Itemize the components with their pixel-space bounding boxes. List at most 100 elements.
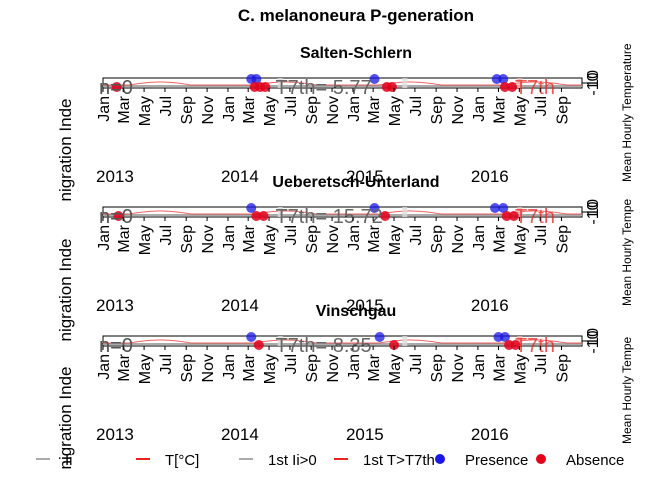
year-label: 2015 xyxy=(346,167,384,186)
x-tick-label: Sep xyxy=(554,96,571,125)
presence-point xyxy=(369,74,380,84)
presence-point xyxy=(374,332,385,342)
x-tick-label: May xyxy=(137,225,154,255)
x-tick-label: Jan xyxy=(346,354,363,380)
year-label: 2016 xyxy=(471,425,509,444)
presence-point xyxy=(499,332,510,342)
x-tick-label: May xyxy=(387,96,404,126)
legend-label: 1st T>T7th xyxy=(363,452,435,469)
x-tick-label: Mar xyxy=(241,95,258,123)
right-tick-label: -10 xyxy=(585,72,602,95)
x-tick-label: Jan xyxy=(346,96,363,122)
right-tick-label: 10 xyxy=(585,70,602,88)
absence-point xyxy=(258,211,269,221)
panel-title: Salten-Schlern xyxy=(300,45,412,62)
x-tick-label: Jan xyxy=(346,225,363,251)
legend-point-swatch xyxy=(435,454,445,464)
x-tick-label: Sep xyxy=(429,225,446,254)
legend-item: Ii xyxy=(36,452,73,469)
right-tick-label: -10 xyxy=(585,330,602,353)
x-tick-label: Mar xyxy=(116,224,133,252)
x-tick-label: May xyxy=(262,96,279,126)
x-tick-label: Mar xyxy=(116,353,133,381)
x-tick-label: Sep xyxy=(429,96,446,125)
x-tick-label: Jul xyxy=(533,96,550,116)
absence-point xyxy=(499,82,510,92)
legend: Ii T[°C] 1st Ii>0 1st T>T7th Presence Absence xyxy=(36,452,624,469)
legend-item: T[°C] xyxy=(136,452,199,469)
x-tick-label: Nov xyxy=(450,354,467,382)
legend-item: 1st Ii>0 xyxy=(239,452,317,469)
x-tick-label: Jan xyxy=(471,354,488,380)
panel-title: Ueberetsch-Unterland xyxy=(272,174,439,191)
annotation-n: n=0 xyxy=(99,335,133,357)
year-label: 2016 xyxy=(471,167,509,186)
x-tick-label: Mar xyxy=(116,95,133,123)
presence-point xyxy=(498,203,509,213)
x-tick-label: May xyxy=(262,354,279,384)
presence-point xyxy=(369,203,380,213)
x-tick-label: Sep xyxy=(304,96,321,125)
right-axis-title-3: Mean Hourly Tempe xyxy=(620,337,634,444)
absence-point xyxy=(111,82,122,92)
x-tick-label: Nov xyxy=(450,96,467,124)
x-tick-label: Nov xyxy=(200,354,217,382)
absence-point xyxy=(389,340,400,350)
absence-point xyxy=(113,211,124,221)
left-axis-title-2: nigration Inde xyxy=(56,238,75,341)
absence-point xyxy=(510,340,521,350)
x-tick-label: Jul xyxy=(283,96,300,116)
year-label: 2014 xyxy=(221,425,259,444)
right-tick-label: -10 xyxy=(585,201,602,224)
x-tick-label: May xyxy=(512,225,529,255)
x-tick-label: Sep xyxy=(304,354,321,383)
chart-title: C. melanoneura P-generation xyxy=(238,6,474,25)
legend-label: Absence xyxy=(566,452,624,469)
x-tick-label: Mar xyxy=(491,353,508,381)
x-tick-label: Jan xyxy=(96,96,113,122)
x-tick-label: Jul xyxy=(158,225,175,245)
annotation-t7th: T7th= 5.77 xyxy=(275,77,371,99)
x-tick-label: Jul xyxy=(408,225,425,245)
x-tick-label: May xyxy=(137,96,154,126)
legend-item: Absence xyxy=(536,452,624,469)
x-tick-label: Sep xyxy=(179,225,196,254)
x-tick-label: Sep xyxy=(179,354,196,383)
x-tick-label: May xyxy=(137,354,154,384)
x-tick-label: Mar xyxy=(366,224,383,252)
right-axis-title-1: Mean Hourly Temperature xyxy=(620,43,634,182)
annotation-t7th-right: T7th xyxy=(515,206,555,228)
x-tick-label: Mar xyxy=(491,95,508,123)
legend-label: Ii xyxy=(65,452,73,469)
x-tick-label: Nov xyxy=(450,225,467,253)
x-tick-label: Jul xyxy=(533,225,550,245)
annotation-n: n=0 xyxy=(99,77,133,99)
year-label: 2014 xyxy=(221,167,259,186)
left-axis-title-1: nigration Inde xyxy=(56,98,75,201)
presence-point xyxy=(246,332,257,342)
annotation-n: n=0 xyxy=(99,206,133,228)
year-label: 2015 xyxy=(346,296,384,315)
x-tick-label: Mar xyxy=(366,95,383,123)
x-tick-label: Jan xyxy=(221,96,238,122)
x-tick-label: May xyxy=(512,96,529,126)
x-tick-label: Mar xyxy=(241,224,258,252)
x-tick-label: Sep xyxy=(554,354,571,383)
absence-point xyxy=(501,211,512,221)
legend-point-swatch xyxy=(536,454,546,464)
x-tick-label: Sep xyxy=(179,96,196,125)
panel-title: Vinschgau xyxy=(316,303,397,320)
x-tick-label: Jul xyxy=(408,354,425,374)
x-tick-label: Nov xyxy=(325,354,342,382)
annotation-t7th-right: T7th xyxy=(515,335,555,357)
x-tick-label: Mar xyxy=(241,353,258,381)
right-tick-label: 10 xyxy=(585,199,602,217)
x-tick-label: Mar xyxy=(366,353,383,381)
annotation-t7th-right: T7th xyxy=(515,77,555,99)
right-tick-label: 10 xyxy=(585,328,602,346)
year-label: 2016 xyxy=(471,296,509,315)
x-tick-label: Jul xyxy=(283,354,300,374)
absence-point xyxy=(386,82,397,92)
